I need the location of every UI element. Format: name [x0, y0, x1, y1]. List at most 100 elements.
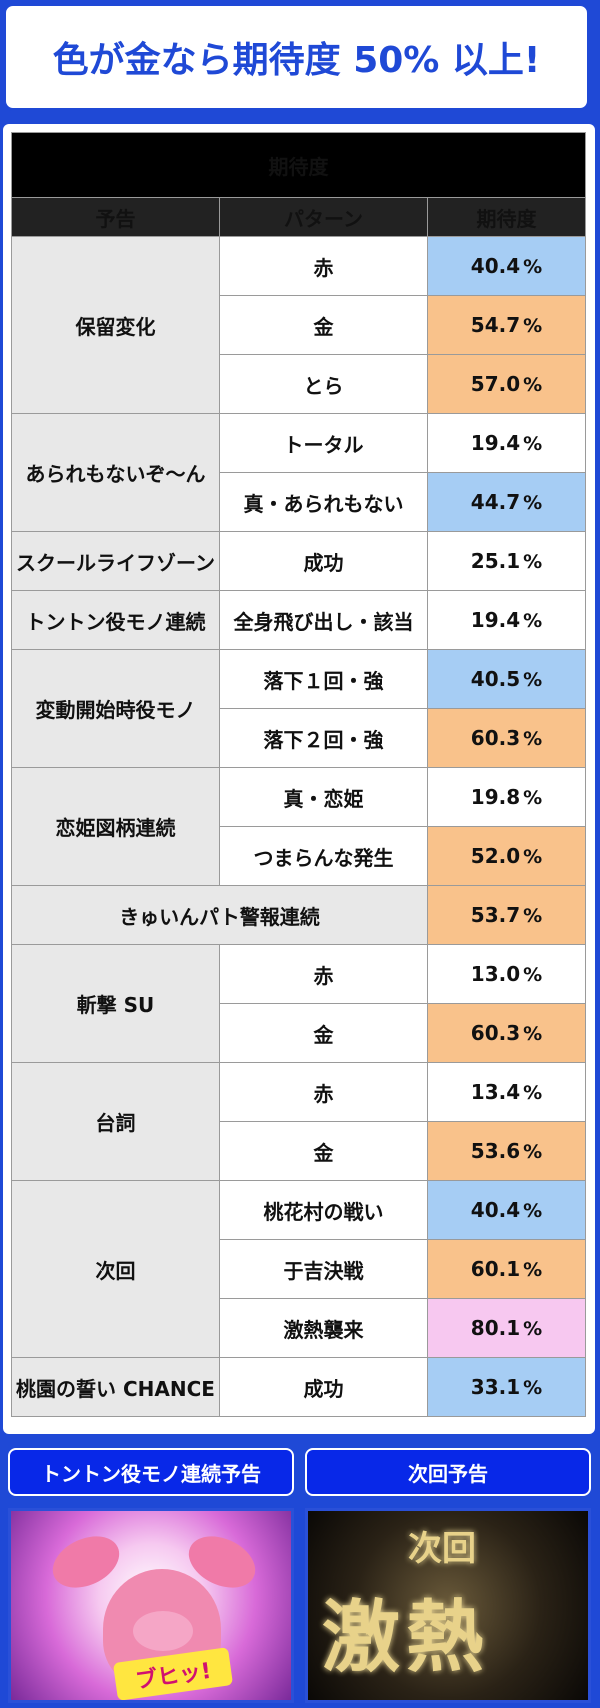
- gekinetsu-text: 激熱: [322, 1592, 491, 1683]
- table-row: 桃園の誓い CHANCE 成功 33.1%: [11, 1357, 587, 1417]
- pattern-cell: 真・あられもない: [219, 472, 428, 532]
- table-row: 激熱襲来 80.1%: [12, 1298, 587, 1358]
- expectation-value-cell: 40.4%: [426, 236, 587, 296]
- pattern-cell: 赤: [219, 236, 428, 296]
- table-row: スクールライフゾーン 成功 25.1%: [11, 531, 587, 591]
- expectation-value-cell: 54.7%: [426, 295, 587, 355]
- expectation-value: 52.0: [470, 844, 521, 868]
- pattern-cell: 成功: [219, 531, 428, 591]
- pattern-cell: 赤: [219, 944, 428, 1004]
- expectation-value: 19.4: [470, 431, 521, 455]
- expectation-value: 25.1: [470, 549, 521, 573]
- expectation-table: 期待度 予告 パターン 期待度 保留変化赤 40.4% 金 54.7% とら 57.0% あ…: [10, 132, 587, 1417]
- table-title: 期待度: [10, 132, 587, 198]
- next-text: 次回: [408, 1529, 476, 1569]
- percent-sign: %: [523, 787, 543, 809]
- expectation-value-cell: 53.7%: [426, 885, 587, 945]
- table-row: 金 53.6%: [12, 1121, 587, 1181]
- notice-cell: 変動開始時役モノ: [11, 649, 220, 768]
- pattern-cell: 真・恋姫: [219, 767, 428, 827]
- pattern-cell: トータル: [219, 413, 428, 473]
- percent-sign: %: [523, 315, 543, 337]
- expectation-value-cell: 60.3%: [426, 1003, 587, 1063]
- table-row: つまらんな発生 52.0%: [12, 826, 587, 886]
- expectation-value: 13.0: [470, 962, 521, 986]
- expectation-value-cell: 13.4%: [426, 1062, 587, 1122]
- percent-sign: %: [523, 256, 543, 278]
- notice-cell: スクールライフゾーン: [11, 531, 220, 591]
- expectation-value-cell: 25.1%: [426, 531, 587, 591]
- expectation-value-cell: 60.1%: [426, 1239, 587, 1299]
- headline-banner: 色が金なら期待度 50% 以上!: [3, 3, 590, 111]
- pattern-cell: とら: [219, 354, 428, 414]
- percent-sign: %: [523, 1141, 543, 1163]
- notice-cell: あられもないぞ〜ん: [11, 413, 220, 532]
- next-notice-button[interactable]: 次回予告: [305, 1448, 591, 1496]
- percent-sign: %: [523, 610, 543, 632]
- next-notice-screenshot: 次回 激熱: [305, 1508, 591, 1703]
- percent-sign: %: [523, 1200, 543, 1222]
- percent-sign: %: [523, 1318, 543, 1340]
- header-expectation: 期待度: [426, 197, 587, 237]
- expectation-value: 13.4: [470, 1080, 521, 1104]
- tonton-screenshot: ブヒッ!: [8, 1508, 294, 1703]
- expectation-value-cell: 44.7%: [426, 472, 587, 532]
- expectation-value-cell: 13.0%: [426, 944, 587, 1004]
- table-row: 変動開始時役モノ 落下１回・強 40.5%: [11, 649, 587, 768]
- expectation-panel: 期待度 予告 パターン 期待度 保留変化赤 40.4% 金 54.7% とら 57.0% あ…: [3, 124, 595, 1434]
- header-pattern: パターン: [219, 197, 428, 237]
- headline-text: 色が金なら期待度 50% 以上!: [52, 40, 541, 81]
- percent-sign: %: [523, 669, 543, 691]
- expectation-value-cell: 19.4%: [426, 413, 587, 473]
- expectation-value: 40.4: [470, 254, 521, 278]
- expectation-value: 53.6: [470, 1139, 521, 1163]
- percent-sign: %: [523, 964, 543, 986]
- notice-cell: 桃園の誓い CHANCE: [11, 1357, 220, 1417]
- table-row: きゅいんパト警報連続 53.7%: [11, 885, 587, 945]
- percent-sign: %: [523, 1377, 543, 1399]
- pattern-cell: 金: [219, 1121, 428, 1181]
- pattern-cell: 激熱襲来: [219, 1298, 428, 1358]
- expectation-value: 40.4: [470, 1198, 521, 1222]
- pig-snout: [133, 1611, 193, 1651]
- table-row: 真・あられもない 44.7%: [12, 472, 587, 532]
- expectation-value: 44.7: [470, 490, 521, 514]
- percent-sign: %: [523, 374, 543, 396]
- notice-cell: 恋姫図柄連続: [11, 767, 220, 886]
- pattern-cell: 于吉決戦: [219, 1239, 428, 1299]
- expectation-value: 60.3: [470, 726, 521, 750]
- expectation-value-cell: 53.6%: [426, 1121, 587, 1181]
- percent-sign: %: [523, 728, 543, 750]
- expectation-value-cell: 57.0%: [426, 354, 587, 414]
- table-body: 保留変化赤 40.4% 金 54.7% とら 57.0% あられもないぞ〜ん トータル 19.4…: [11, 236, 587, 1417]
- table-row: 恋姫図柄連続 真・恋姫 19.8%: [11, 767, 587, 886]
- table-row: トントン役モノ連続 全身飛び出し・該当 19.4%: [11, 590, 587, 650]
- notice-cell: 保留変化: [11, 236, 220, 414]
- expectation-value: 19.8: [470, 785, 521, 809]
- expectation-value-cell: 60.3%: [426, 708, 587, 768]
- tonton-notice-button[interactable]: トントン役モノ連続予告: [8, 1448, 294, 1496]
- pattern-cell: 成功: [219, 1357, 428, 1417]
- pattern-cell: 落下２回・強: [219, 708, 428, 768]
- pattern-cell: 金: [219, 295, 428, 355]
- table-row: 台詞赤 13.4%: [11, 1062, 587, 1181]
- notice-cell: トントン役モノ連続: [11, 590, 220, 650]
- table-row: 次回 桃花村の戦い 40.4%: [11, 1180, 587, 1358]
- expectation-value: 57.0: [470, 372, 521, 396]
- pattern-cell: 落下１回・強: [219, 649, 428, 709]
- header-notice: 予告: [11, 197, 220, 237]
- expectation-value-cell: 40.5%: [426, 649, 587, 709]
- percent-sign: %: [523, 1082, 543, 1104]
- expectation-value: 60.1: [470, 1257, 521, 1281]
- percent-sign: %: [523, 905, 543, 927]
- percent-sign: %: [523, 1023, 543, 1045]
- expectation-value-cell: 80.1%: [426, 1298, 587, 1358]
- expectation-value-cell: 52.0%: [426, 826, 587, 886]
- notice-cell: 台詞: [11, 1062, 220, 1181]
- expectation-value-cell: 19.8%: [426, 767, 587, 827]
- expectation-value: 53.7: [470, 903, 521, 927]
- pattern-cell: 金: [219, 1003, 428, 1063]
- table-row: 保留変化赤 40.4%: [11, 236, 587, 414]
- pig-ear-left: [44, 1526, 128, 1598]
- pattern-cell: 全身飛び出し・該当: [219, 590, 428, 650]
